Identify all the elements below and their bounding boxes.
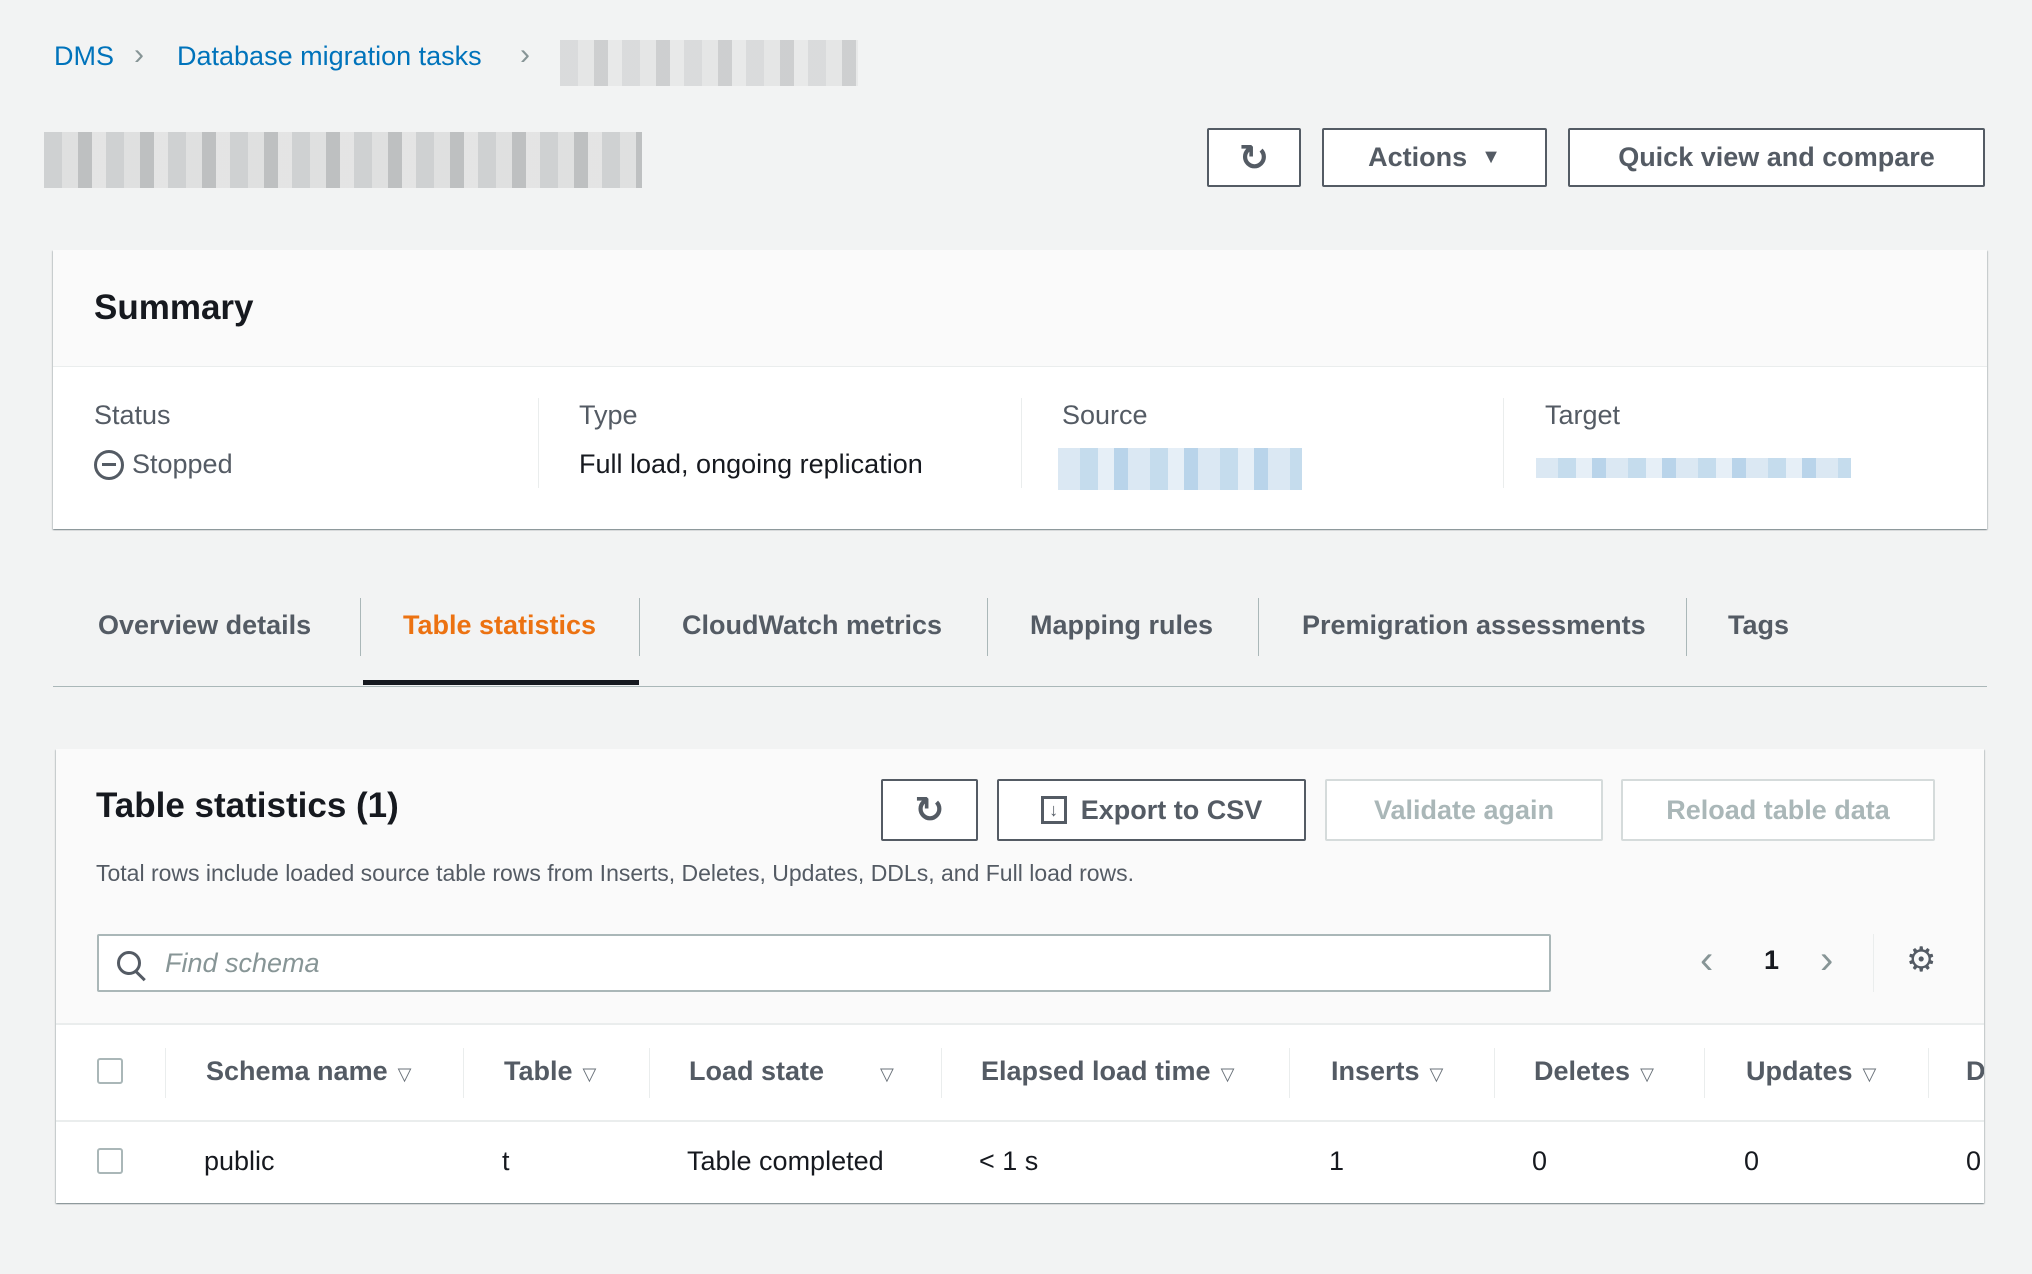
tab-mapping-rules[interactable]: Mapping rules (1030, 610, 1214, 640)
pagination-current-page[interactable]: 1 (1764, 945, 1780, 975)
search-icon (117, 951, 146, 982)
chevron-right-icon: › (134, 38, 144, 71)
tab-table-statistics[interactable]: Table statistics (403, 610, 597, 640)
cell-inserts: 1 (1329, 1146, 1345, 1176)
cell-updates: 0 (1744, 1146, 1760, 1176)
target-link-redacted[interactable] (1536, 458, 1851, 478)
chevron-right-icon: › (520, 38, 530, 71)
cell-ddls: 0 (1966, 1146, 1982, 1176)
source-label: Source (1062, 400, 1148, 430)
status-badge: Stopped (94, 449, 233, 480)
download-icon: ↓ (1040, 796, 1067, 824)
column-header-table[interactable]: Table ▽ (504, 1056, 597, 1086)
row-checkbox[interactable] (97, 1148, 123, 1174)
sort-icon: ▽ (880, 1064, 894, 1084)
sort-icon: ▽ (582, 1064, 597, 1084)
refresh-icon: ↻ (914, 789, 945, 830)
source-link-redacted[interactable] (1058, 448, 1302, 490)
pagination-next-icon[interactable]: › (1820, 938, 1834, 982)
column-header-deletes[interactable]: Deletes ▽ (1534, 1056, 1654, 1086)
gear-icon[interactable]: ⚙ (1906, 941, 1937, 979)
column-header-ddls[interactable]: D (1966, 1056, 1984, 1086)
actions-label: Actions (1368, 142, 1468, 172)
refresh-icon: ↻ (1238, 136, 1270, 178)
validate-again-button[interactable]: Validate again (1325, 779, 1603, 841)
type-label: Type (579, 400, 638, 430)
select-all-checkbox[interactable] (97, 1058, 123, 1084)
sort-icon: ▽ (1220, 1064, 1235, 1084)
breadcrumb-current-redacted (560, 40, 858, 86)
table (56, 1023, 1984, 1203)
tab-cloudwatch-metrics[interactable]: CloudWatch metrics (682, 610, 943, 640)
caret-down-icon: ▼ (1481, 146, 1501, 168)
quick-view-compare-button[interactable]: Quick view and compare (1568, 128, 1985, 187)
table-statistics-description: Total rows include loaded source table r… (96, 860, 1135, 886)
table-refresh-button[interactable]: ↻ (881, 779, 978, 841)
tab-premigration-assessments[interactable]: Premigration assessments (1302, 610, 1646, 640)
sort-icon: ▽ (1862, 1064, 1877, 1084)
export-csv-button[interactable]: ↓ Export to CSV (997, 779, 1306, 841)
column-header-updates[interactable]: Updates ▽ (1746, 1056, 1877, 1086)
table-statistics-title: Table statistics (1) (96, 786, 399, 825)
column-header-inserts[interactable]: Inserts ▽ (1331, 1056, 1444, 1086)
find-schema-input[interactable]: Find schema (97, 934, 1551, 992)
reload-label: Reload table data (1666, 794, 1890, 825)
validate-label: Validate again (1373, 794, 1555, 825)
status-label: Status (94, 400, 171, 430)
pagination-previous-icon[interactable]: ‹ (1700, 938, 1714, 982)
quick-view-label: Quick view and compare (1618, 142, 1935, 172)
column-header-load-state[interactable]: Load state ▽ (689, 1056, 894, 1086)
cell-schema-name: public (204, 1146, 275, 1176)
breadcrumb-tasks[interactable]: Database migration tasks (177, 41, 482, 71)
column-header-elapsed-load-time[interactable]: Elapsed load time ▽ (981, 1056, 1235, 1086)
summary-panel: Summary Status Stopped Type Full load, o… (53, 250, 1987, 529)
sort-icon: ▽ (1429, 1064, 1444, 1084)
tab-tags[interactable]: Tags (1728, 610, 1790, 640)
breadcrumb-dms[interactable]: DMS (54, 41, 114, 71)
cell-deletes: 0 (1532, 1146, 1548, 1176)
tab-overview-details[interactable]: Overview details (98, 610, 312, 640)
search-placeholder: Find schema (165, 947, 320, 978)
status-value: Stopped (132, 449, 233, 479)
sort-icon: ▽ (1640, 1064, 1654, 1084)
stopped-icon (94, 449, 124, 480)
cell-load-state: Table completed (687, 1146, 884, 1176)
refresh-button[interactable]: ↻ (1207, 128, 1301, 187)
column-header-schema-name[interactable]: Schema name ▽ (206, 1056, 412, 1086)
summary-title: Summary (94, 288, 254, 327)
page-title-redacted (44, 132, 642, 188)
cell-elapsed-load-time: < 1 s (979, 1146, 1039, 1176)
type-value: Full load, ongoing replication (579, 449, 923, 479)
target-label: Target (1545, 400, 1621, 430)
export-label: Export to CSV (1080, 794, 1263, 825)
reload-table-data-button[interactable]: Reload table data (1621, 779, 1935, 841)
sort-icon: ▽ (397, 1064, 412, 1084)
cell-table: t (502, 1146, 510, 1176)
actions-button[interactable]: Actions ▼ (1322, 128, 1547, 187)
